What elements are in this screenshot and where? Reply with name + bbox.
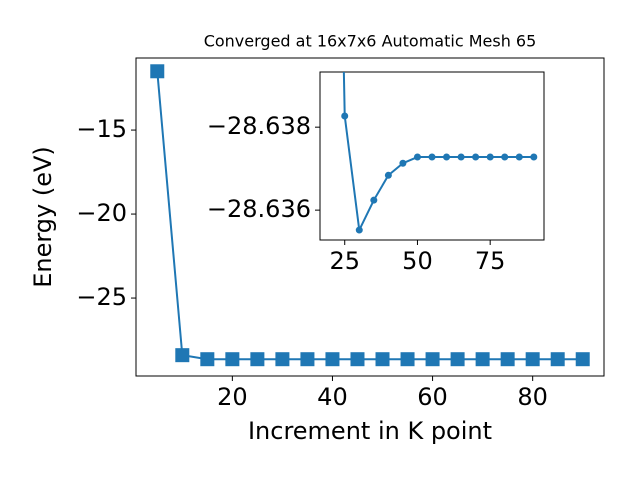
plot-area (341, 72, 538, 234)
marker (413, 153, 421, 161)
y-tick-label: −25 (76, 283, 127, 311)
marker (370, 196, 378, 204)
marker (341, 112, 349, 120)
marker (515, 153, 523, 161)
marker (525, 352, 540, 367)
marker (501, 153, 509, 161)
marker (350, 352, 365, 367)
y-tick-label: −28.636 (207, 195, 311, 223)
marker (450, 352, 465, 367)
marker (457, 153, 465, 161)
x-tick-label: 20 (217, 383, 248, 411)
x-tick-label: 25 (329, 247, 360, 275)
y-tick-label: −15 (76, 115, 127, 143)
x-axis-label: Increment in K point (248, 417, 492, 445)
y-tick-label: −20 (76, 199, 127, 227)
marker (400, 352, 415, 367)
marker (175, 348, 190, 363)
x-tick-label: 40 (317, 383, 348, 411)
marker (399, 159, 407, 167)
marker (475, 352, 490, 367)
marker (250, 352, 265, 367)
y-tick-label: −28.638 (207, 112, 311, 140)
y-axis-label: Energy (eV) (29, 146, 57, 288)
marker (200, 352, 215, 367)
marker (384, 171, 392, 179)
plot-area (150, 64, 590, 367)
x-tick-label: 50 (402, 247, 433, 275)
marker (300, 352, 315, 367)
marker (425, 352, 440, 367)
marker (428, 153, 436, 161)
marker (275, 352, 290, 367)
marker (530, 153, 538, 161)
x-tick-label: 80 (517, 383, 548, 411)
marker (355, 226, 363, 234)
marker (486, 153, 494, 161)
marker (150, 64, 165, 79)
marker (500, 352, 515, 367)
marker (472, 153, 480, 161)
marker (575, 352, 590, 367)
marker (375, 352, 390, 367)
marker (225, 352, 240, 367)
chart-title: Converged at 16x7x6 Automatic Mesh 65 (204, 32, 537, 51)
marker (443, 153, 451, 161)
marker (550, 352, 565, 367)
x-tick-label: 60 (417, 383, 448, 411)
x-tick-label: 75 (475, 247, 506, 275)
marker (325, 352, 340, 367)
